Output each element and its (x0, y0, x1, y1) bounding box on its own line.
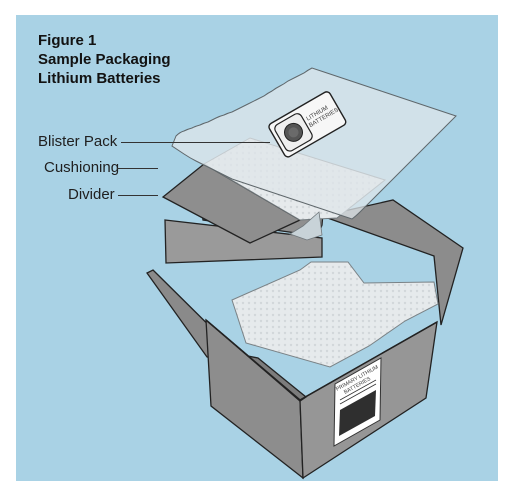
leader-line-divider (118, 195, 158, 196)
callout-divider: Divider (68, 186, 115, 203)
callout-blister-pack: Blister Pack (38, 133, 117, 150)
shipping-box: PRIMARY LITHIUM BATTERIES (147, 199, 463, 478)
callout-cushioning: Cushioning (44, 159, 119, 176)
leader-line-cushioning (117, 168, 158, 169)
box-label: PRIMARY LITHIUM BATTERIES (334, 358, 381, 446)
leader-line-blister-pack (121, 142, 270, 143)
